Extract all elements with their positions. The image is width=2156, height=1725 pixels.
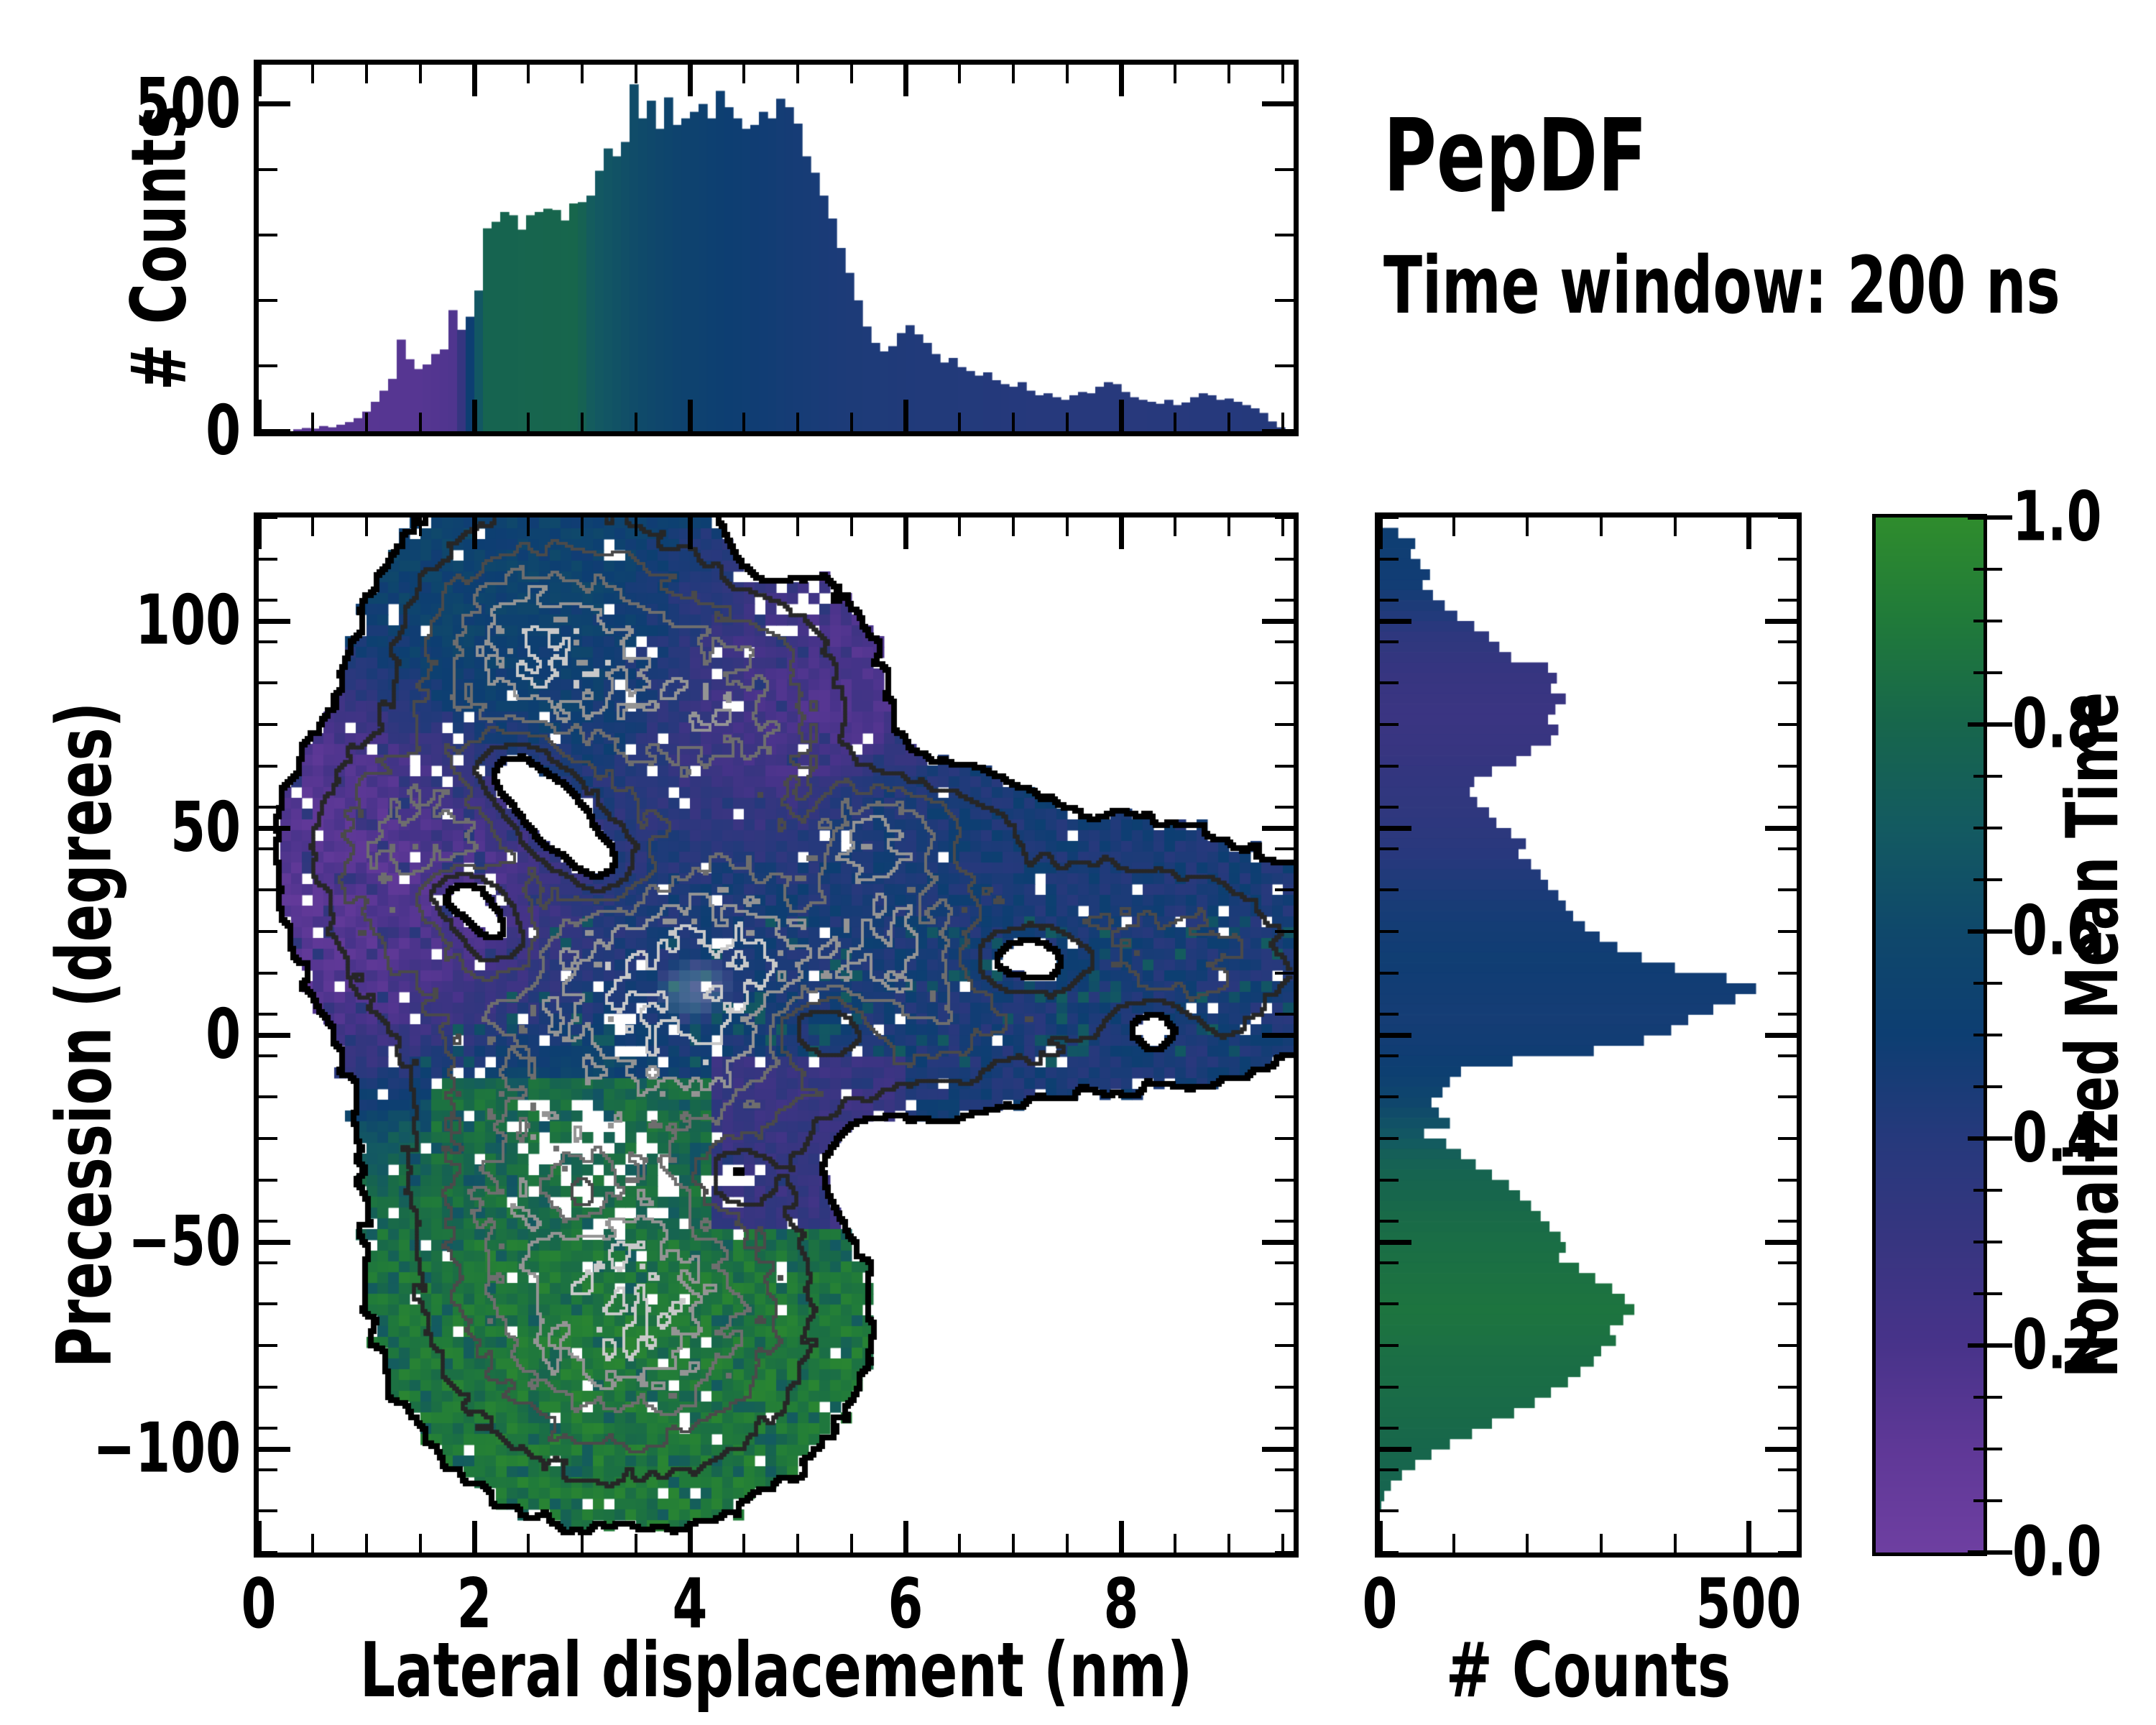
top-histogram-canvas (259, 65, 1294, 431)
colorbar-canvas (1876, 518, 1984, 1552)
main-x-tick-label: 6 (888, 1565, 923, 1644)
main-y-tick-label: −50 (128, 1202, 241, 1282)
colorbar-tick-label: 0.8 (2012, 684, 2102, 764)
main-y-tick-label: −100 (93, 1409, 241, 1489)
time-window-label: Time window: 200 ns (1383, 239, 2060, 331)
main-heatmap-canvas (259, 518, 1294, 1552)
x-axis-title: Lateral displacement (nm) (359, 1627, 1193, 1714)
main-y-tick-label: 0 (206, 995, 241, 1075)
main-x-tick-label: 8 (1103, 1565, 1139, 1644)
colorbar-tick-label: 0.6 (2012, 891, 2102, 971)
colorbar-tick-label: 0.0 (2012, 1512, 2102, 1592)
right-hist-x-tick-label: 0 (1362, 1565, 1398, 1644)
colorbar-tick-label: 0.2 (2012, 1305, 2102, 1385)
colorbar-title: Normalized Mean Time (2050, 691, 2134, 1379)
colorbar-tick-label: 0.4 (2012, 1098, 2102, 1178)
top-counts-axis-title: # Counts (115, 105, 203, 391)
plot-title: PepDF (1383, 98, 1647, 215)
main-y-tick-label: 50 (170, 788, 241, 868)
colorbar-tick-label: 1.0 (2012, 477, 2102, 557)
right-histogram-canvas (1380, 518, 1797, 1552)
main-x-tick-label: 2 (456, 1565, 492, 1644)
top-hist-y-tick-label: 0 (206, 391, 241, 471)
right-hist-x-tick-label: 500 (1695, 1565, 1802, 1644)
right-counts-axis-title: # Counts (1445, 1627, 1731, 1714)
main-x-tick-label: 0 (241, 1565, 277, 1644)
top-hist-y-tick-label: 500 (135, 64, 241, 144)
main-y-tick-label: 100 (135, 581, 241, 661)
main-x-tick-label: 4 (672, 1565, 708, 1644)
